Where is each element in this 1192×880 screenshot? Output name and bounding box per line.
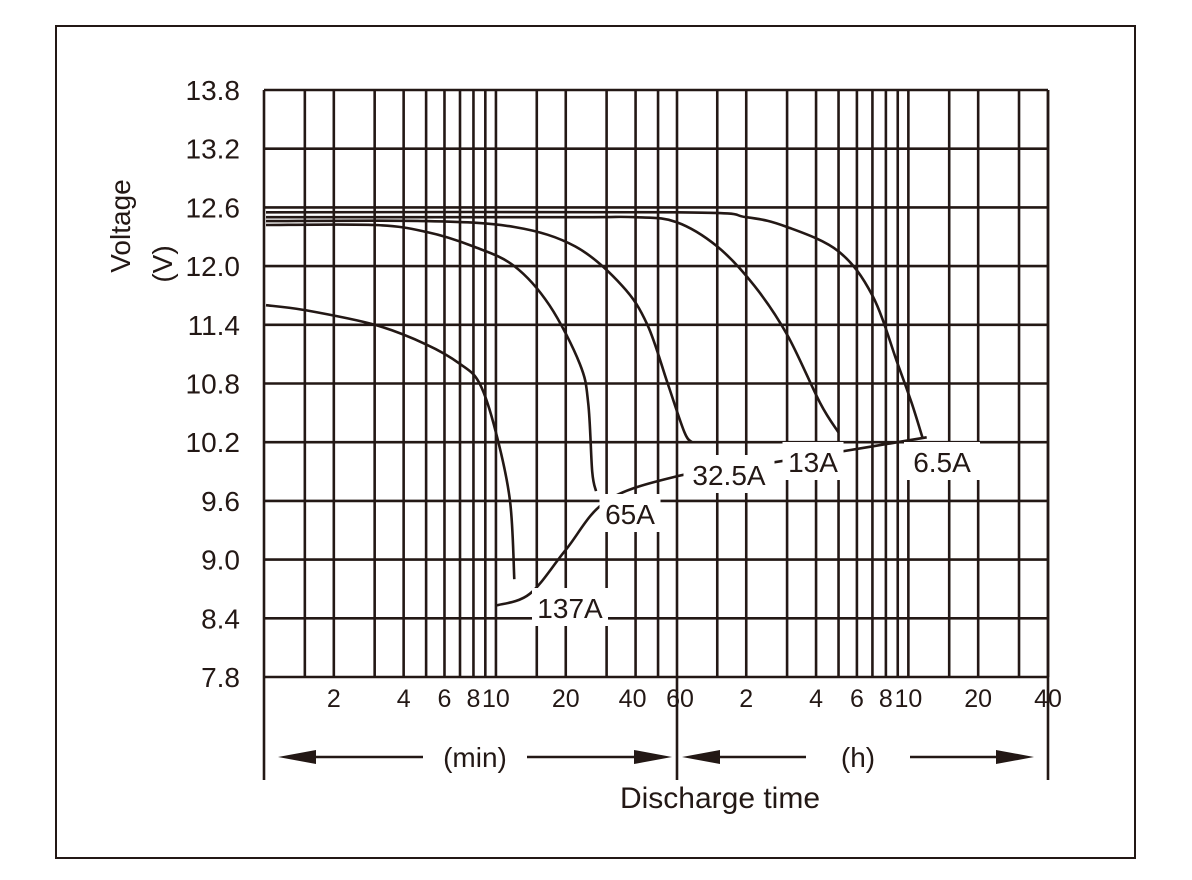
x-tick-label: 8 (467, 685, 481, 713)
min-unit-arrow-right (634, 750, 672, 764)
x-tick-label: 60 (666, 685, 694, 713)
y-tick-label: 13.8 (186, 75, 241, 106)
chart-frame (55, 25, 1136, 859)
curve-label-bg (532, 588, 608, 626)
series-curve-13A (265, 215, 840, 434)
discharge-curves (265, 210, 927, 607)
y-tick-label: 12.6 (186, 192, 241, 223)
series-curve-32_5A (265, 219, 693, 444)
curve-label-bg (904, 442, 980, 480)
x-tick-label: 4 (809, 685, 823, 713)
curve-label-bg (683, 455, 775, 493)
curve-label-6_5A: 6.5A (913, 447, 971, 478)
y-axis-unit: (V) (147, 245, 178, 282)
y-tick-label: 13.2 (186, 134, 241, 165)
x-tick-label: 6 (438, 685, 452, 713)
x-tick-label: 20 (552, 685, 580, 713)
series-curve-137A (265, 303, 516, 580)
x-tick-label: 40 (1034, 685, 1062, 713)
min-unit-label: (min) (443, 742, 507, 773)
hour-unit-arrow-right (996, 750, 1034, 764)
y-tick-label: 11.4 (188, 310, 240, 341)
curve-label-32_5A: 32.5A (692, 460, 765, 491)
curve-label-bg (782, 442, 844, 480)
x-tick-label: 4 (397, 685, 411, 713)
x-tick-label: 40 (619, 685, 647, 713)
y-tick-label: 9.6 (201, 486, 240, 517)
x-tick-label: 10 (894, 685, 922, 713)
y-tick-label: 9.0 (201, 545, 240, 576)
x-tick-label: 6 (850, 685, 864, 713)
series-curve-6_5A (265, 210, 924, 438)
grid (262, 88, 1050, 780)
x-tick-label: 2 (327, 685, 341, 713)
y-axis-title: Voltage (105, 179, 136, 272)
y-tick-label: 7.8 (201, 662, 240, 693)
y-tick-label: 10.8 (186, 369, 241, 400)
x-tick-label: 20 (964, 685, 992, 713)
curve-label-137A: 137A (537, 593, 603, 624)
x-axis-title: Discharge time (620, 782, 820, 815)
x-tick-label: 2 (739, 685, 753, 713)
curve-label-13A: 13A (788, 447, 838, 478)
y-tick-label: 12.0 (186, 251, 241, 282)
min-unit-arrow-left (278, 750, 316, 764)
y-tick-label: 10.2 (186, 427, 241, 458)
hour-unit-label: (h) (841, 742, 875, 773)
series-curve-65A (265, 223, 598, 492)
x-tick-label: 10 (482, 685, 510, 713)
curve-label-65A: 65A (605, 499, 655, 530)
labels: 13.8 13.2 12.6 12.0 11.4 10.8 10.2 9.6 9.0 8.4 7.8… (105, 75, 1062, 815)
y-tick-label: 8.4 (201, 603, 240, 634)
hour-unit-arrow-left (682, 750, 720, 764)
x-tick-label: 8 (879, 685, 893, 713)
curve-label-bg (599, 494, 661, 532)
